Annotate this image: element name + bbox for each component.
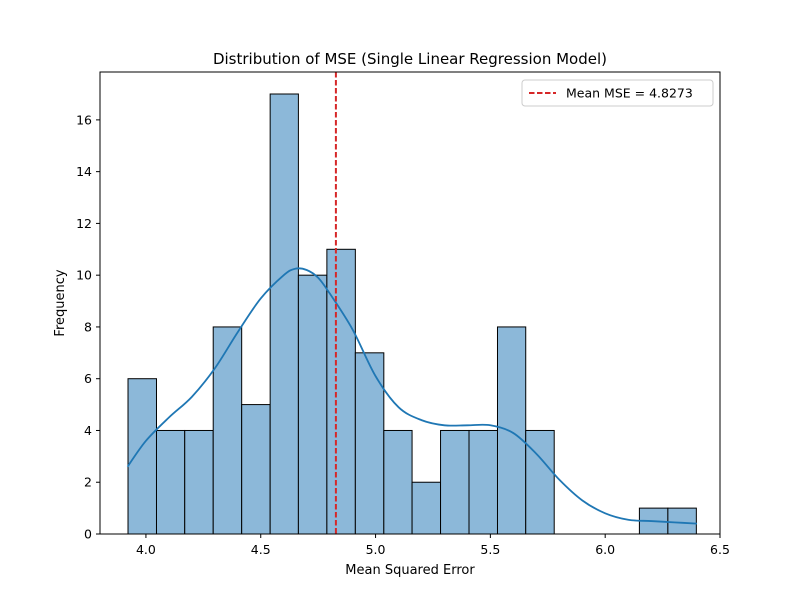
y-tick-label: 4 [84,423,92,438]
x-tick-label: 6.5 [710,542,730,557]
legend-label-mean-mse: Mean MSE = 4.8273 [566,86,693,101]
y-tick-label: 10 [76,268,92,283]
y-tick-label: 0 [84,527,92,542]
y-tick-label: 14 [76,164,92,179]
histogram-bar [525,429,555,535]
x-axis-label: Mean Squared Error [345,563,475,578]
histogram-bar [269,93,299,535]
histogram-bar [127,378,157,535]
histogram-bar [241,404,271,535]
histogram-bar [440,429,470,535]
x-tick-label: 4.5 [251,542,271,557]
histogram-bar [383,429,413,535]
kde-curve-group [126,267,698,525]
kde-curve [126,267,698,525]
y-axis-ticks: 0 2 4 6 8 10 12 14 16 [76,112,100,542]
y-axis-label: Frequency [53,269,68,336]
y-tick-label: 8 [84,319,92,334]
histogram-bar [326,248,356,535]
legend: Mean MSE = 4.8273 [521,79,714,107]
plot-area-frame [99,71,721,535]
histogram-bars [127,93,697,535]
y-tick-label: 12 [76,216,92,231]
y-tick-label: 2 [84,475,92,490]
y-tick-label: 6 [84,371,92,386]
histogram-bar [411,481,442,535]
chart-title: Distribution of MSE (Single Linear Regre… [213,50,607,68]
x-tick-label: 6.0 [595,542,615,557]
x-tick-label: 5.0 [366,542,386,557]
histogram-bar [667,507,697,535]
x-tick-label: 4.0 [136,542,156,557]
histogram-bar [184,429,214,535]
histogram-bar [297,274,328,535]
legend-box [521,79,714,107]
histogram-bar [496,326,527,535]
histogram-bar [212,326,243,535]
histogram-bar [354,352,385,535]
histogram-bar [155,429,186,535]
y-tick-label: 16 [76,112,92,127]
x-tick-label: 5.5 [480,542,500,557]
histogram-bar [468,429,498,535]
x-axis-ticks: 4.0 4.5 5.0 5.5 6.0 6.5 [136,534,730,557]
